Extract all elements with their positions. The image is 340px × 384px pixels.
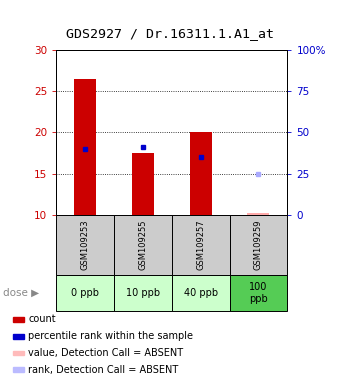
Bar — [230, 215, 287, 275]
Bar — [132, 153, 154, 215]
Bar — [114, 215, 172, 275]
Text: value, Detection Call = ABSENT: value, Detection Call = ABSENT — [29, 348, 184, 358]
Bar — [114, 275, 172, 311]
Bar — [56, 275, 114, 311]
Text: GDS2927 / Dr.16311.1.A1_at: GDS2927 / Dr.16311.1.A1_at — [66, 27, 274, 40]
Text: GSM109253: GSM109253 — [81, 220, 89, 270]
Text: GSM109259: GSM109259 — [254, 220, 263, 270]
Bar — [230, 275, 287, 311]
Text: 10 ppb: 10 ppb — [126, 288, 160, 298]
Bar — [248, 213, 269, 215]
Bar — [190, 132, 211, 215]
Bar — [13, 317, 24, 322]
Text: rank, Detection Call = ABSENT: rank, Detection Call = ABSENT — [29, 365, 178, 375]
Bar — [13, 334, 24, 339]
Bar — [172, 275, 230, 311]
Text: GSM109255: GSM109255 — [138, 220, 147, 270]
Text: percentile rank within the sample: percentile rank within the sample — [29, 331, 193, 341]
Bar — [172, 215, 230, 275]
Text: 0 ppb: 0 ppb — [71, 288, 99, 298]
Text: dose ▶: dose ▶ — [3, 288, 39, 298]
Bar — [13, 351, 24, 356]
Bar — [13, 367, 24, 372]
Bar — [74, 79, 96, 215]
Bar — [56, 215, 114, 275]
Text: count: count — [29, 314, 56, 324]
Text: 40 ppb: 40 ppb — [184, 288, 218, 298]
Text: GSM109257: GSM109257 — [196, 220, 205, 270]
Text: 100
ppb: 100 ppb — [249, 282, 268, 304]
